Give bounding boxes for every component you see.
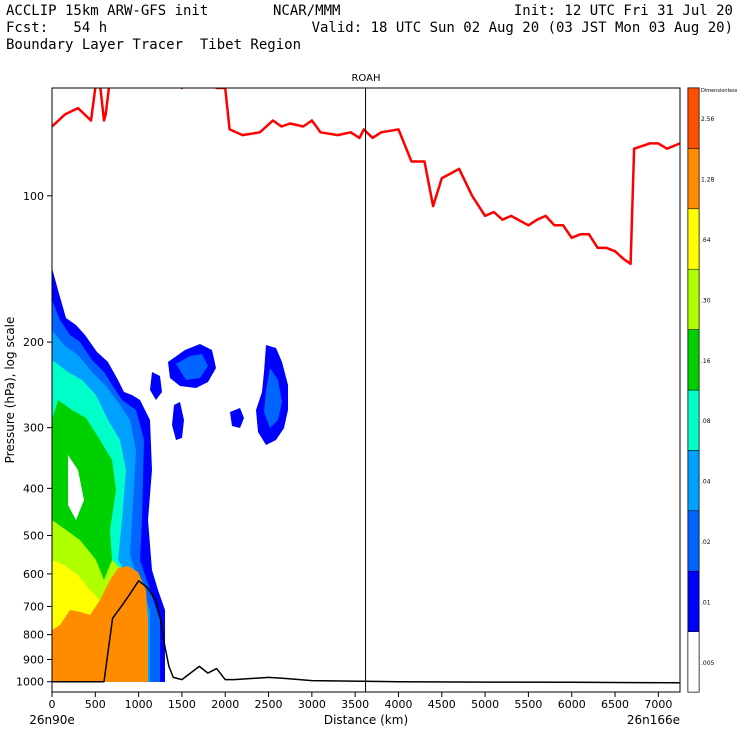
x-axis-label: Distance (km) xyxy=(324,713,408,727)
y-tick-label: 600 xyxy=(23,568,44,581)
colorbar-swatch xyxy=(687,208,700,270)
x-left-end-label: 26n90e xyxy=(29,713,75,727)
colorbar-level-label: .16 xyxy=(701,358,711,365)
colorbar-level-label: 2.56 xyxy=(701,116,715,123)
y-tick-label: 800 xyxy=(23,629,44,642)
colorbar-title: Dimensionless xyxy=(701,88,738,94)
x-tick-label: 3500 xyxy=(341,698,369,711)
x-tick-label: 5000 xyxy=(471,698,499,711)
model-label: ACCLIP 15km ARW-GFS init xyxy=(6,3,209,19)
tracer-orange-area xyxy=(52,566,148,682)
x-tick-label: 2500 xyxy=(255,698,283,711)
x-tick-label: 1000 xyxy=(125,698,153,711)
colorbar-swatch xyxy=(687,268,700,330)
colorbar-swatch xyxy=(687,570,700,632)
tracer-blob-5 xyxy=(150,372,162,400)
x-right-end-label: 26n166e xyxy=(627,713,680,727)
colorbar: .005 .01 .02 .04 .08 .16 .30 .64 1.28 2.56 Dimensi… xyxy=(687,87,738,693)
colorbar-level-label: .64 xyxy=(701,237,711,244)
tracer-white-gap xyxy=(68,455,84,520)
forecast-label: Fcst: 54 h xyxy=(6,20,108,36)
plot-frame xyxy=(51,87,681,693)
x-axis: 0 500 1000 1500 2000 2500 3000 3500 4000 4500 5000… xyxy=(49,692,672,711)
colorbar-swatch xyxy=(687,87,700,149)
colorbar-level-label: .01 xyxy=(701,599,711,606)
y-tick-label: 1000 xyxy=(16,676,44,689)
colorbar-swatch xyxy=(687,631,700,693)
colorbar-swatch xyxy=(687,510,700,572)
x-tick-label: 4000 xyxy=(384,698,412,711)
tracer-blob-4 xyxy=(172,402,184,440)
terrain-line xyxy=(52,580,680,684)
x-tick-label: 5500 xyxy=(514,698,542,711)
y-tick-label: 400 xyxy=(23,482,44,495)
x-tick-label: 6000 xyxy=(558,698,586,711)
tracer-red-contour xyxy=(52,88,680,266)
colorbar-level-label: 1.28 xyxy=(701,177,715,184)
x-tick-label: 3000 xyxy=(298,698,326,711)
colorbar-swatch xyxy=(687,389,700,451)
tracer-blob-2-inner xyxy=(264,368,282,428)
chart-title: ROAH xyxy=(351,73,380,84)
x-tick-label: 0 xyxy=(49,698,56,711)
colorbar-level-label: .02 xyxy=(701,539,711,546)
y-tick-label: 300 xyxy=(23,422,44,435)
tracer-blob-3 xyxy=(230,408,244,428)
series-layer xyxy=(52,88,680,684)
x-tick-label: 1500 xyxy=(168,698,196,711)
x-tick-label: 500 xyxy=(85,698,106,711)
center-label: NCAR/MMM xyxy=(273,3,341,19)
valid-label: Valid: 18 UTC Sun 02 Aug 20 (03 JST Mon … xyxy=(311,20,733,36)
colorbar-swatch xyxy=(687,450,700,512)
colorbar-level-label: .04 xyxy=(701,479,711,486)
x-tick-label: 7000 xyxy=(644,698,672,711)
colorbar-swatch xyxy=(687,148,700,210)
tracer-blob-1-inner xyxy=(176,354,208,380)
y-tick-label: 200 xyxy=(23,336,44,349)
colorbar-level-label: .005 xyxy=(701,660,715,667)
x-tick-label: 4500 xyxy=(428,698,456,711)
colorbar-swatch xyxy=(687,329,700,391)
y-tick-label: 700 xyxy=(23,600,44,613)
y-axis-label: Pressure (hPa), log scale xyxy=(3,317,17,464)
y-tick-label: 100 xyxy=(23,190,44,203)
y-tick-label: 500 xyxy=(23,529,44,542)
x-tick-label: 6500 xyxy=(601,698,629,711)
y-tick-label: 900 xyxy=(23,653,44,666)
x-tick-label: 2000 xyxy=(211,698,239,711)
init-label: Init: 12 UTC Fri 31 Jul 20 xyxy=(513,3,733,19)
colorbar-level-label: .08 xyxy=(701,418,711,425)
product-label: Boundary Layer Tracer Tibet Region xyxy=(6,37,302,53)
tracer-field xyxy=(52,268,288,682)
y-axis: 100 200 300 400 500 600 700 800 900 1000 xyxy=(16,190,52,689)
colorbar-level-label: .30 xyxy=(701,297,711,304)
